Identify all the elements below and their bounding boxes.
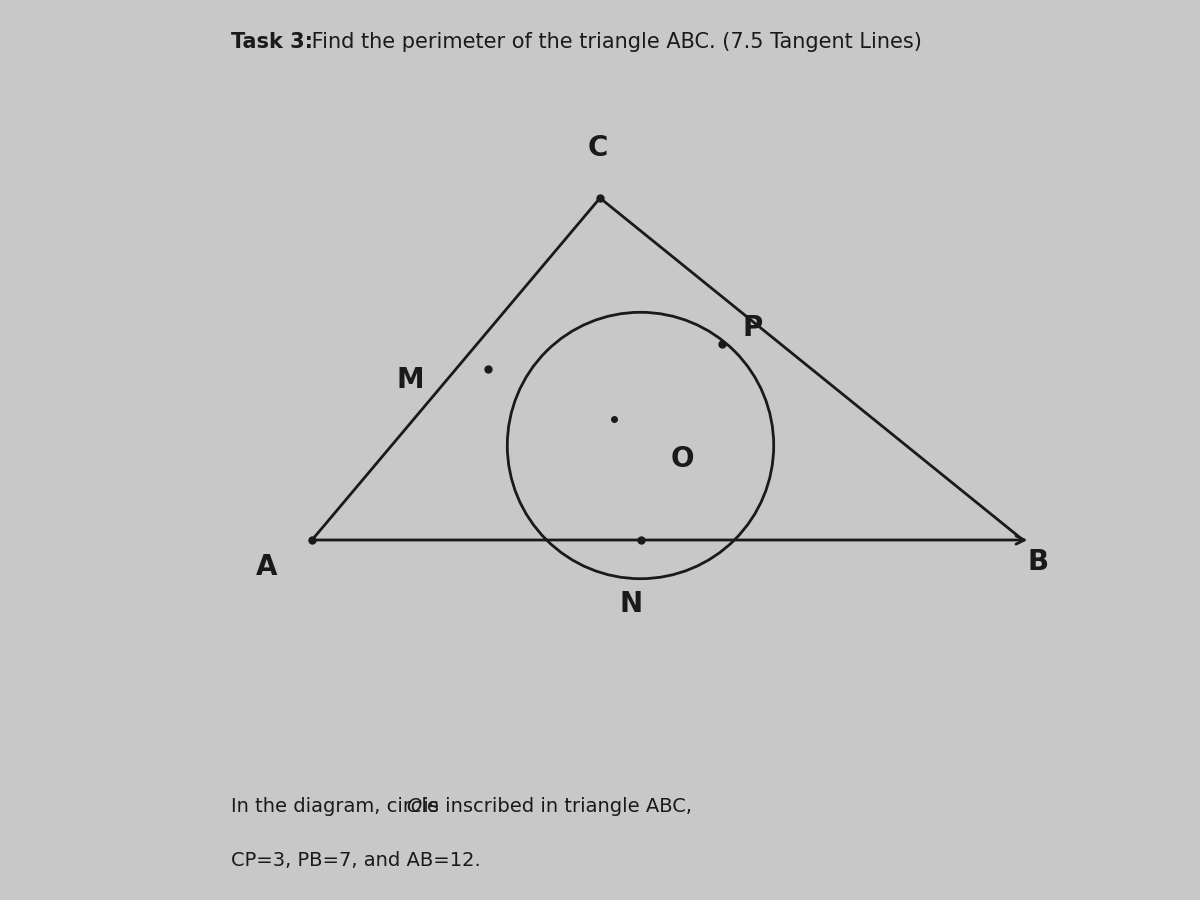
Text: P: P (742, 314, 762, 343)
Text: CP=3, PB=7, and AB=12.: CP=3, PB=7, and AB=12. (230, 850, 481, 869)
Text: N: N (620, 590, 643, 617)
Text: B: B (1027, 548, 1049, 577)
Text: Task 3:: Task 3: (230, 32, 313, 51)
Text: In the diagram, circle: In the diagram, circle (230, 796, 445, 815)
Text: C: C (588, 134, 608, 162)
Text: A: A (257, 553, 277, 581)
Text: O: O (407, 796, 422, 815)
Text: is inscribed in triangle ABC,: is inscribed in triangle ABC, (418, 796, 692, 815)
Text: Find the perimeter of the triangle ABC. (7.5 Tangent Lines): Find the perimeter of the triangle ABC. … (305, 32, 922, 51)
Text: O: O (670, 445, 694, 473)
Text: M: M (397, 365, 425, 394)
